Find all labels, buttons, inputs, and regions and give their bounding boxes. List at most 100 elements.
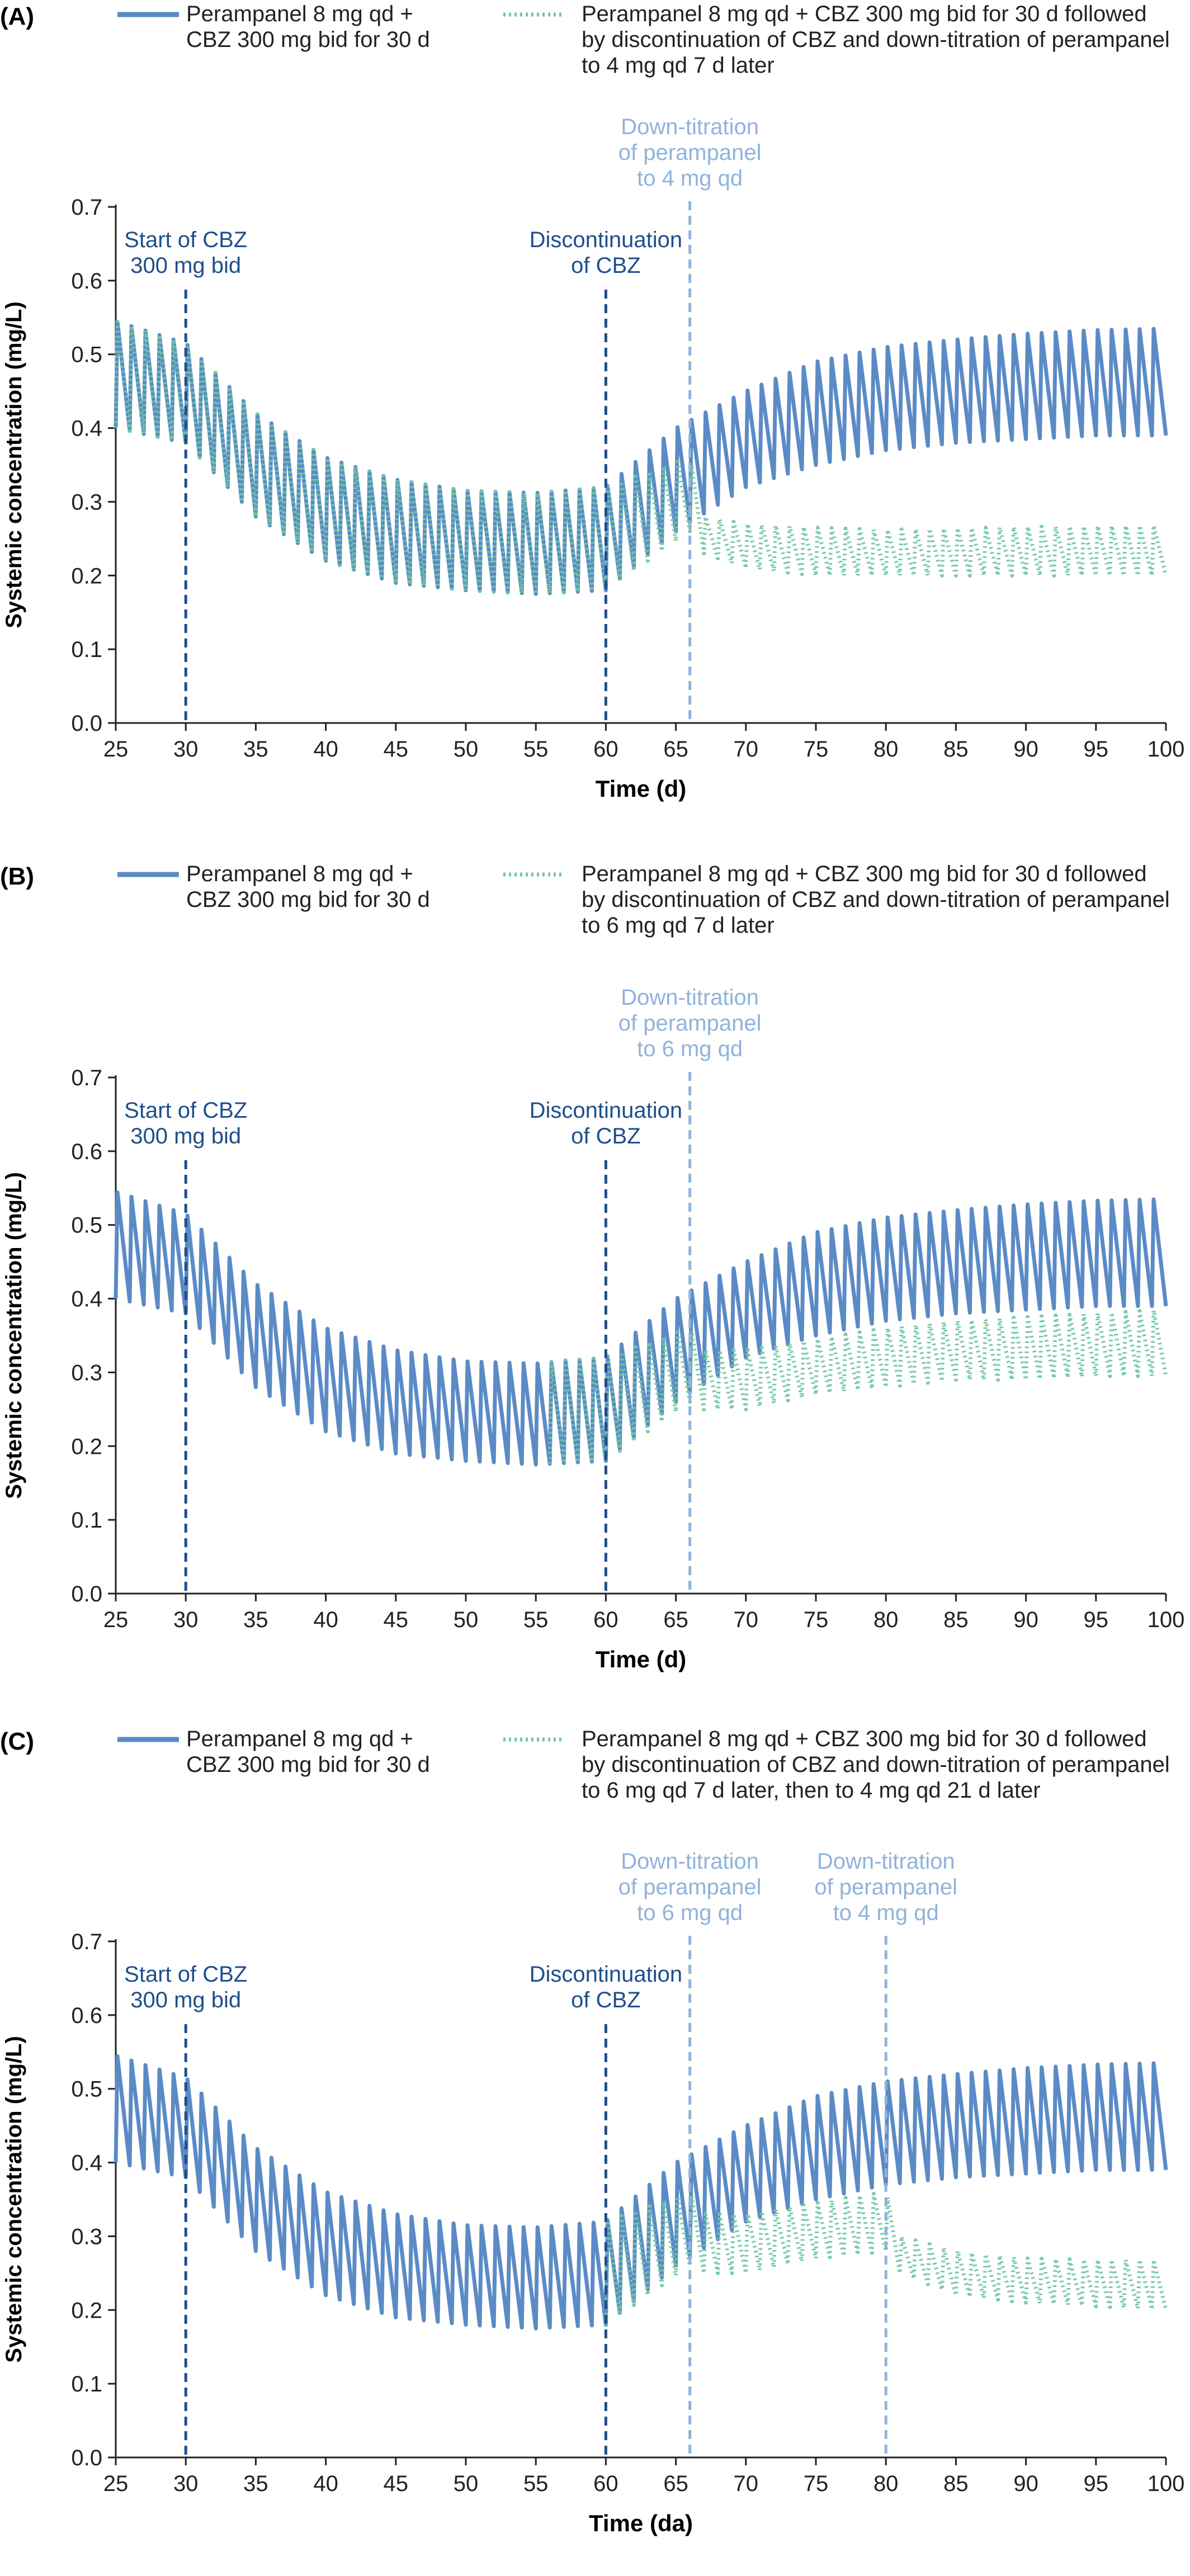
x-tick-label: 80 (873, 737, 899, 762)
chart-panel-b: (B) Perampanel 8 mg qd +CBZ 300 mg bid fo… (0, 862, 1184, 1672)
annotation-label-line: of perampanel (814, 1875, 957, 1899)
legend-label-line: by discontinuation of CBZ and down-titra… (582, 1752, 1170, 1777)
x-tick-label: 35 (243, 2471, 268, 2496)
x-tick-label: 50 (454, 2471, 479, 2496)
x-tick-label: 75 (804, 1608, 829, 1632)
x-tick-label: 55 (523, 737, 549, 762)
series-line-2 (114, 319, 1168, 596)
y-tick-label: 0.1 (71, 1508, 102, 1533)
annotation-label-line: Down-titration (621, 115, 759, 139)
x-tick-label: 75 (804, 737, 829, 762)
series-line-1 (114, 1190, 1168, 1467)
x-axis-title: Time (d) (596, 1646, 687, 1672)
x-tick-label: 30 (173, 1608, 199, 1632)
legend-label-line: to 4 mg qd 7 d later (582, 53, 775, 78)
x-tick-label: 35 (243, 1608, 268, 1632)
y-axis-title: Systemic concentration (mg/L) (2, 2036, 26, 2363)
y-tick-label: 0.5 (71, 2077, 102, 2102)
x-tick-label: 70 (734, 2471, 759, 2496)
x-tick-label: 95 (1084, 1608, 1109, 1632)
y-axis-title: Systemic concentration (mg/L) (2, 301, 26, 628)
x-tick-label: 45 (384, 1608, 409, 1632)
series-line-1 (114, 319, 1168, 596)
annotation-label-line: to 6 mg qd (637, 1037, 743, 1061)
legend-label-line: Perampanel 8 mg qd + (186, 862, 413, 886)
panel-label: (C) (0, 1728, 34, 1755)
x-tick-label: 25 (103, 1608, 129, 1632)
y-tick-label: 0.4 (71, 417, 102, 441)
x-tick-label: 70 (734, 737, 759, 762)
y-tick-label: 0.3 (71, 1360, 102, 1385)
annotation-label-line: Start of CBZ (124, 228, 247, 252)
legend-label-line: to 6 mg qd 7 d later (582, 913, 775, 938)
annotation-label-line: Down-titration (817, 1849, 955, 1874)
annotation-label-line: of perampanel (618, 1011, 762, 1036)
annotation-label-line: 300 mg bid (130, 1988, 241, 2012)
annotation-label-line: Down-titration (621, 985, 759, 1010)
annotation-label-line: to 4 mg qd (637, 166, 743, 191)
y-tick-label: 0.2 (71, 1434, 102, 1459)
y-axis-title: Systemic concentration (mg/L) (2, 1172, 26, 1499)
x-tick-label: 35 (243, 737, 268, 762)
annotation-label-line: of perampanel (618, 140, 762, 165)
x-tick-label: 50 (454, 737, 479, 762)
x-axis-title: Time (d) (596, 776, 687, 802)
x-tick-label: 80 (873, 2471, 899, 2496)
panel-label: (B) (0, 863, 34, 890)
x-tick-label: 100 (1148, 1608, 1185, 1632)
y-tick-label: 0.0 (71, 2446, 102, 2470)
legend-label-line: Perampanel 8 mg qd + (186, 1727, 413, 1751)
chart-panel-c: (C) Perampanel 8 mg qd +CBZ 300 mg bid fo… (0, 1727, 1184, 2536)
annotation-label-line: 300 mg bid (130, 253, 241, 278)
x-tick-label: 25 (103, 737, 129, 762)
legend-label-line: CBZ 300 mg bid for 30 d (186, 887, 430, 912)
x-tick-label: 80 (873, 1608, 899, 1632)
annotation-label-line: of perampanel (618, 1875, 762, 1899)
x-tick-label: 30 (173, 737, 199, 762)
x-tick-label: 95 (1084, 737, 1109, 762)
annotation-label-line: Start of CBZ (124, 1098, 247, 1123)
panel-label: (A) (0, 3, 34, 30)
x-tick-label: 85 (943, 1608, 969, 1632)
y-tick-label: 0.1 (71, 2372, 102, 2397)
y-tick-label: 0.7 (71, 195, 102, 220)
y-tick-label: 0.3 (71, 2224, 102, 2249)
annotation-label-line: Start of CBZ (124, 1962, 247, 1987)
y-tick-label: 0.0 (71, 1582, 102, 1606)
annotation-label-line: 300 mg bid (130, 1124, 241, 1148)
x-tick-label: 65 (663, 737, 688, 762)
y-tick-label: 0.3 (71, 490, 102, 514)
annotation-label-line: Discontinuation (530, 228, 683, 252)
x-tick-label: 95 (1084, 2471, 1109, 2496)
x-axis-title: Time (da) (589, 2510, 693, 2536)
x-tick-label: 55 (523, 2471, 549, 2496)
annotation-label-line: to 6 mg qd (637, 1901, 743, 1925)
legend-label-line: by discontinuation of CBZ and down-titra… (582, 887, 1170, 912)
legend-label-line: to 6 mg qd 7 d later, then to 4 mg qd 21… (582, 1778, 1041, 1803)
annotation-label-line: Discontinuation (530, 1098, 683, 1123)
y-tick-label: 0.7 (71, 1066, 102, 1090)
legend-label-line: Perampanel 8 mg qd + CBZ 300 mg bid for … (582, 2, 1147, 26)
x-tick-label: 100 (1148, 2471, 1185, 2496)
chart-panel-a: (A) Perampanel 8 mg qd +CBZ 300 mg bid fo… (0, 2, 1184, 802)
x-tick-label: 90 (1013, 2471, 1038, 2496)
x-tick-label: 45 (384, 737, 409, 762)
series-line-1 (114, 2054, 1168, 2331)
annotation-label-line: of CBZ (571, 1124, 640, 1148)
x-tick-label: 40 (313, 2471, 338, 2496)
annotation-label-line: Down-titration (621, 1849, 759, 1874)
legend-label-line: CBZ 300 mg bid for 30 d (186, 27, 430, 52)
legend-label-line: CBZ 300 mg bid for 30 d (186, 1752, 430, 1777)
y-tick-label: 0.6 (71, 2003, 102, 2028)
legend-label-line: Perampanel 8 mg qd + CBZ 300 mg bid for … (582, 862, 1147, 886)
legend-label-line: by discontinuation of CBZ and down-titra… (582, 27, 1170, 52)
series-line-2 (603, 2191, 1168, 2325)
y-tick-label: 0.4 (71, 1287, 102, 1312)
x-tick-label: 60 (593, 737, 618, 762)
series-line-2 (547, 1308, 1168, 1466)
legend-label-line: Perampanel 8 mg qd + CBZ 300 mg bid for … (582, 1727, 1147, 1751)
x-tick-label: 75 (804, 2471, 829, 2496)
annotation-label-line: Discontinuation (530, 1962, 683, 1987)
y-tick-label: 0.5 (71, 343, 102, 367)
